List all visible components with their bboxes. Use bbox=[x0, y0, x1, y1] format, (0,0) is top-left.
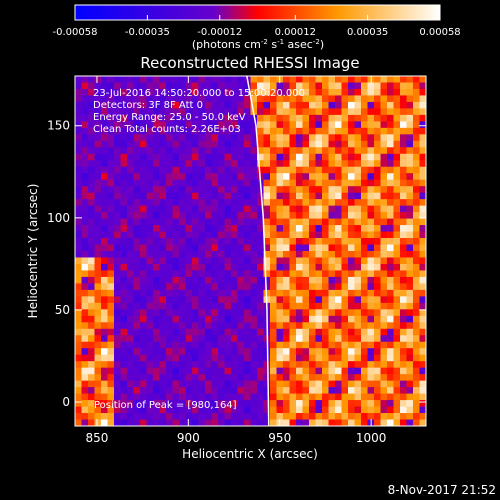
y-tick-label: 50 bbox=[55, 303, 70, 317]
colorbar-tick-label: -0.00035 bbox=[125, 27, 170, 38]
x-tick-label: 950 bbox=[268, 431, 291, 445]
colorbar-tick-label: 0.00012 bbox=[275, 27, 316, 38]
info-line: 23-Jul-2016 14:50:20.000 to 15:00:20.000 bbox=[93, 88, 305, 99]
info-line: Detectors: 3F 8F Att 0 bbox=[93, 100, 203, 111]
x-axis-label: Heliocentric X (arcsec) bbox=[182, 447, 318, 461]
x-tick-label: 900 bbox=[177, 431, 200, 445]
info-line: Clean Total counts: 2.26E+03 bbox=[93, 124, 241, 135]
plot-title: Reconstructed RHESSI Image bbox=[140, 54, 359, 72]
colorbar-tick-label: -0.00058 bbox=[53, 27, 98, 38]
colorbar-tick-label: 0.00058 bbox=[419, 27, 460, 38]
colorbar-tick-label: 0.00035 bbox=[347, 27, 388, 38]
limb-line bbox=[246, 76, 270, 426]
colorbar-tick-label: -0.00012 bbox=[197, 27, 242, 38]
y-axis-label: Heliocentric Y (arcsec) bbox=[26, 184, 40, 319]
info-line: Energy Range: 25.0 - 50.0 keV bbox=[93, 112, 246, 123]
colorbar-ticks: -0.00058 -0.00035 -0.00012 0.00012 0.00035 0.… bbox=[53, 15, 461, 38]
footer-date: 8-Nov-2017 21:52 bbox=[388, 483, 496, 497]
plot-frame bbox=[74, 75, 427, 427]
heatmap-image bbox=[75, 76, 426, 426]
y-tick-label: 100 bbox=[47, 211, 70, 225]
colorbar-units-label: (photons cm-2 s-1 asec-2) bbox=[192, 38, 324, 51]
y-tick-label: 150 bbox=[47, 119, 70, 133]
colorbar bbox=[74, 4, 441, 21]
axis-ticks: 850 900 950 1000 0 50 100 150 bbox=[47, 76, 426, 445]
y-tick-label: 0 bbox=[62, 395, 70, 409]
peak-position-label: Position of Peak = [980,164] bbox=[94, 400, 237, 411]
info-block: 23-Jul-2016 14:50:20.000 to 15:00:20.000… bbox=[93, 88, 305, 135]
x-tick-label: 1000 bbox=[356, 431, 387, 445]
x-tick-label: 850 bbox=[85, 431, 108, 445]
